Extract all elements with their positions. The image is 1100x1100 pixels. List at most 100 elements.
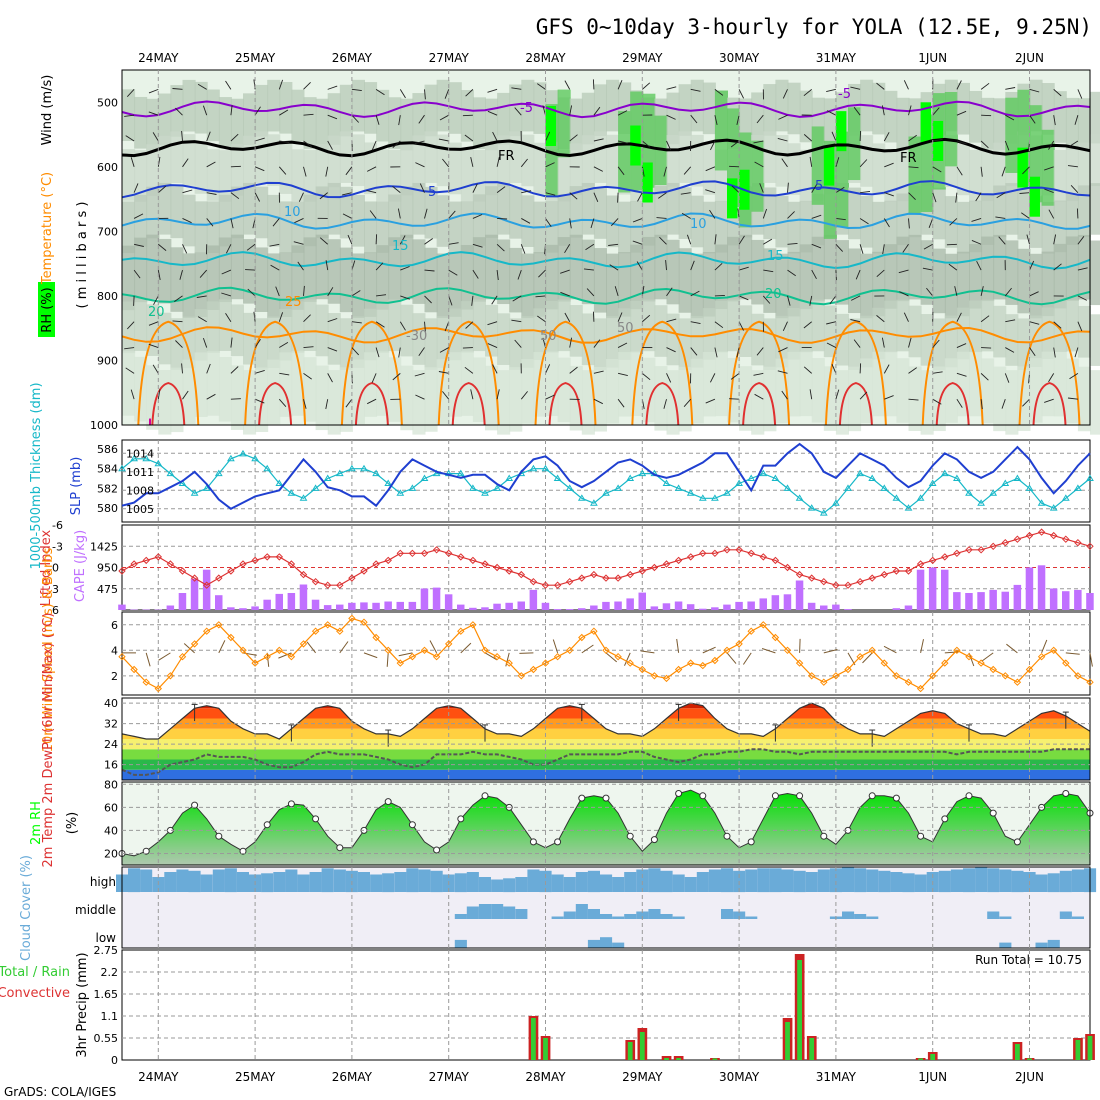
wind-barb [419, 183, 425, 193]
wind-barb [590, 218, 595, 229]
rh-patch [485, 304, 499, 357]
wind-barb [956, 140, 967, 145]
rh-patch [364, 201, 378, 254]
rh-patch [497, 239, 511, 305]
rh-patch [230, 365, 244, 430]
wind-barb [859, 218, 869, 225]
wind-barb [859, 391, 868, 400]
rh-patch [872, 143, 886, 196]
wind-barb [319, 192, 328, 200]
rh-moist-patch [1005, 97, 1019, 173]
rh-patch [799, 351, 813, 417]
cloud-row-label: high [90, 875, 116, 889]
cape-bar [807, 602, 816, 610]
date-bottom: 29MAY [622, 1070, 663, 1084]
wind-speed-point [215, 621, 223, 629]
wind-barb-10m [552, 639, 559, 654]
rh-point [650, 836, 658, 844]
wind-barb [811, 269, 817, 280]
wind-barb [908, 192, 916, 201]
rh-frame [121, 781, 1091, 866]
wind-barb [253, 311, 256, 322]
wind-speed-point [360, 618, 368, 626]
rh-patch [787, 82, 801, 135]
wind-barb [325, 166, 329, 177]
li-point [190, 574, 199, 582]
wind-barb [345, 166, 353, 176]
rh-point [578, 794, 586, 802]
li-point [323, 581, 332, 589]
rh-point [433, 846, 441, 854]
wind-barb [1076, 208, 1079, 219]
rh-patch [981, 236, 995, 302]
wind-speed-point [299, 640, 308, 648]
rh-patch [327, 182, 341, 235]
thickness-point [940, 469, 949, 477]
temp-band [122, 769, 1090, 780]
cape-bar [118, 604, 126, 610]
wind-axis-label: Wind (m/s) [40, 75, 55, 146]
thickness-point [323, 474, 332, 481]
rh-patch [339, 318, 353, 370]
wind-speed-point [142, 678, 150, 686]
thickness-point [892, 494, 901, 501]
date-bottom: 28MAY [525, 1070, 566, 1084]
wind-barb [1004, 373, 1010, 383]
wind-barb [956, 312, 962, 322]
li-point [1037, 528, 1046, 536]
wind-barb [424, 208, 428, 219]
wind-barb-10m [944, 651, 959, 654]
rh-patch [739, 234, 753, 300]
rh-patch [981, 149, 995, 202]
contour-label: 5 [815, 179, 823, 194]
wind-barb [826, 110, 837, 116]
cape-bar [638, 592, 646, 610]
wind-barb [763, 238, 773, 245]
wind-barb-10m [823, 649, 838, 654]
rh-patch [920, 314, 934, 366]
thickness-point [469, 484, 477, 491]
wind-barb [272, 218, 280, 227]
wind-speed-point [844, 665, 852, 674]
rh-moist-patch [714, 90, 728, 171]
wind-barb [448, 295, 453, 306]
wind-barb [859, 130, 862, 142]
wind-barb [709, 373, 716, 383]
rh-patch [436, 253, 450, 319]
thickness-point [819, 509, 828, 516]
wind-barb [538, 269, 546, 278]
wind-barb [1069, 372, 1079, 380]
wind-barb [254, 398, 265, 404]
wind-barb [835, 389, 840, 400]
wind-barb [908, 398, 919, 401]
cloud-bar-high [636, 869, 649, 892]
wind-barb [254, 166, 265, 172]
wind-barb [442, 158, 450, 168]
cloud-bar-high [672, 874, 685, 892]
wind-barb [448, 210, 456, 219]
wind-barb-10m [702, 646, 716, 654]
li-point [650, 563, 659, 572]
cloud-bar-middle [466, 906, 479, 919]
wind-barb [686, 234, 692, 245]
wind-barb [642, 140, 651, 148]
isotherm-25-bubble [728, 320, 791, 426]
wind-barb [714, 321, 724, 329]
rh-patch [1029, 253, 1043, 319]
wind-barb [754, 393, 764, 400]
wind-barb [731, 185, 740, 193]
li-point [142, 556, 150, 565]
wind-barb [327, 114, 338, 120]
wind-barb [787, 211, 795, 219]
wind-barb [1069, 140, 1079, 147]
wind-barb [351, 88, 362, 92]
wind-barb-10m [278, 652, 292, 659]
precip-tick: 2.2 [101, 966, 119, 979]
rh-patch [714, 351, 728, 417]
cloud-row-label: middle [75, 903, 116, 917]
wind-barb [811, 243, 822, 249]
precip-frame [121, 949, 1091, 1061]
rh-patch [763, 366, 777, 432]
rh-patch [194, 142, 208, 194]
rh-patch [412, 135, 426, 188]
